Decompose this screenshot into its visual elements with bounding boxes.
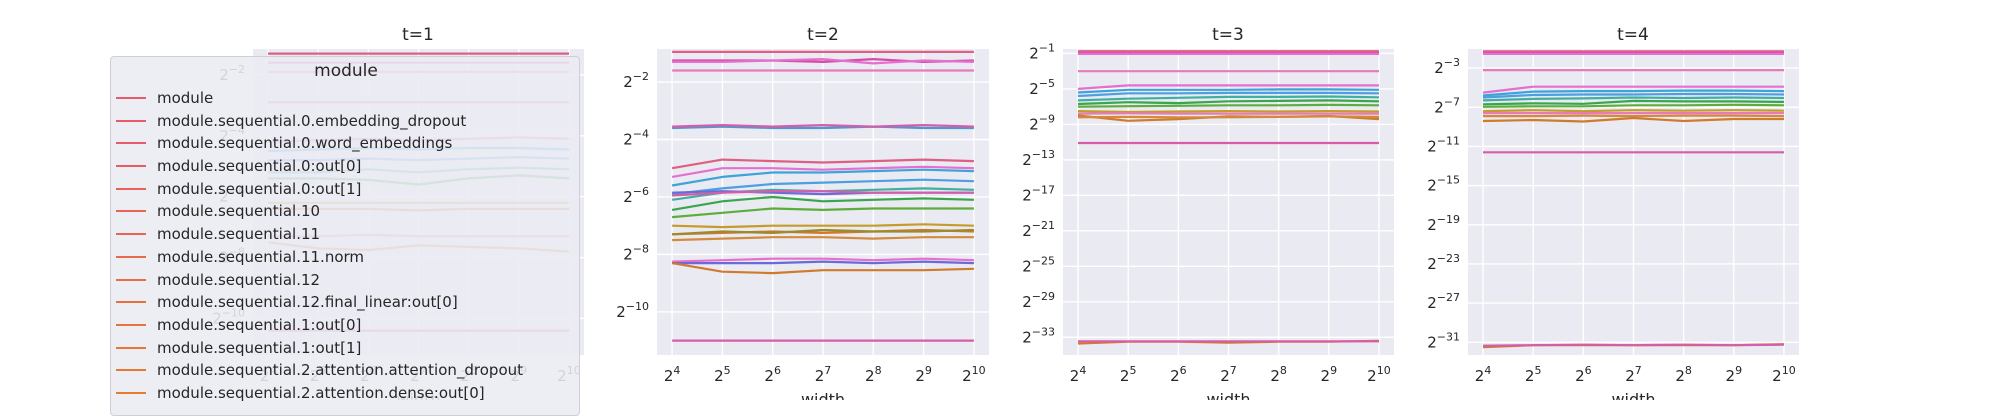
legend-swatch [116,142,146,144]
subplot-title: t=4 [1617,25,1649,45]
x-tick-label: 28 [1675,364,1692,385]
subplot-title: t=1 [402,25,434,45]
legend-swatch [116,279,146,281]
legend-swatch [116,256,146,258]
x-tick-label: 26 [764,364,781,385]
x-tick-label: 28 [865,364,882,385]
legend-label: module.sequential.1:out[1] [157,337,361,359]
x-tick-label: 210 [1367,364,1391,385]
series-line [1483,345,1784,346]
x-tick-label: 29 [1321,364,1338,385]
legend-swatch [116,392,146,394]
y-tick-label: 2−31 [1427,330,1460,351]
x-tick-label: 26 [1170,364,1187,385]
x-tick-label: 210 [1772,364,1796,385]
legend-label: module.sequential.12.final_linear:out[0] [157,291,458,313]
legend-swatch [116,347,146,349]
legend-label: module.sequential.12 [157,269,320,291]
y-tick-label: 2−9 [1029,112,1055,133]
y-tick-label: 2−10 [616,300,649,321]
x-tick-label: 24 [1475,364,1492,385]
series-line [1078,116,1379,117]
y-tick-label: 2−27 [1427,291,1460,312]
legend-label: module.sequential.2.attention.dense:out[… [157,382,485,404]
x-tick-label: 24 [664,364,681,385]
y-tick-label: 2−2 [623,70,649,91]
y-tick-label: 2−29 [1022,290,1055,311]
series-line [1078,111,1379,112]
legend-label: module [157,87,213,109]
y-tick-label: 2−21 [1022,219,1055,240]
legend-label: module.sequential.2.attention.attention_… [157,359,523,381]
legend-label: module.sequential.0.word_embeddings [157,132,452,154]
subplot-title: t=2 [807,25,839,45]
y-tick-label: 2−7 [1434,95,1460,116]
x-tick-label: 27 [1625,364,1642,385]
y-tick-label: 2−13 [1022,148,1055,169]
legend-swatch [116,165,146,167]
legend-label: module.sequential.10 [157,200,320,222]
subplot-title: t=3 [1212,25,1244,45]
y-tick-label: 2−11 [1427,134,1460,155]
x-axis-label: width [1611,390,1655,400]
y-tick-label: 2−25 [1022,254,1055,275]
y-tick-label: 2−6 [623,185,649,206]
legend-swatch [116,120,146,122]
legend-label: module.sequential.11 [157,223,320,245]
x-tick-label: 29 [1726,364,1743,385]
y-tick-label: 2−3 [1434,56,1460,77]
x-tick-label: 27 [1220,364,1237,385]
x-tick-label: 25 [1120,364,1137,385]
y-tick-label: 2−4 [623,128,649,149]
legend-label: module.sequential.0:out[1] [157,178,361,200]
y-tick-label: 2−8 [623,242,649,263]
subplot-t3: t=3 24 25 26 27 28 29 210 2−1 2−5 2−9 2−13 2−17 2−21… [1022,25,1394,400]
legend-swatch [116,301,146,303]
legend-label: module.sequential.11.norm [157,246,364,268]
y-tick-label: 2−1 [1029,41,1055,62]
legend-title: module [111,61,580,81]
x-tick-label: 25 [714,364,731,385]
legend-swatch [116,188,146,190]
y-tick-label: 2−5 [1029,77,1055,98]
legend-swatch [116,97,146,99]
subplot-t4: t=4 24 25 26 27 28 29 210 2−3 2−7 2−11 2−15 2−19 2−2… [1427,25,1799,400]
y-tick-label: 2−23 [1427,252,1460,273]
legend-label: module.sequential.0.embedding_dropout [157,110,466,132]
x-tick-label: 28 [1270,364,1287,385]
legend-swatch [116,369,146,371]
x-tick-label: 25 [1525,364,1542,385]
subplot-t2: t=2 24 25 26 27 28 29 210 2−2 2−4 2−6 2−8 2−10 width [616,25,989,400]
series-line [1483,110,1784,111]
y-tick-label: 2−33 [1022,325,1055,346]
legend-swatch [116,324,146,326]
y-tick-label: 2−19 [1427,213,1460,234]
x-axis-label: width [801,390,845,400]
legend-swatch [116,233,146,235]
x-tick-label: 24 [1070,364,1087,385]
x-axis-label: width [1206,390,1250,400]
y-tick-label: 2−15 [1427,174,1460,195]
series-line [1483,116,1784,117]
legend-label: module.sequential.0:out[0] [157,155,361,177]
x-tick-label: 29 [915,364,932,385]
x-tick-label: 210 [962,364,986,385]
legend-swatch [116,210,146,212]
x-tick-label: 27 [815,364,832,385]
legend-label: module.sequential.1:out[0] [157,314,361,336]
x-tick-label: 26 [1575,364,1592,385]
y-tick-label: 2−17 [1022,183,1055,204]
